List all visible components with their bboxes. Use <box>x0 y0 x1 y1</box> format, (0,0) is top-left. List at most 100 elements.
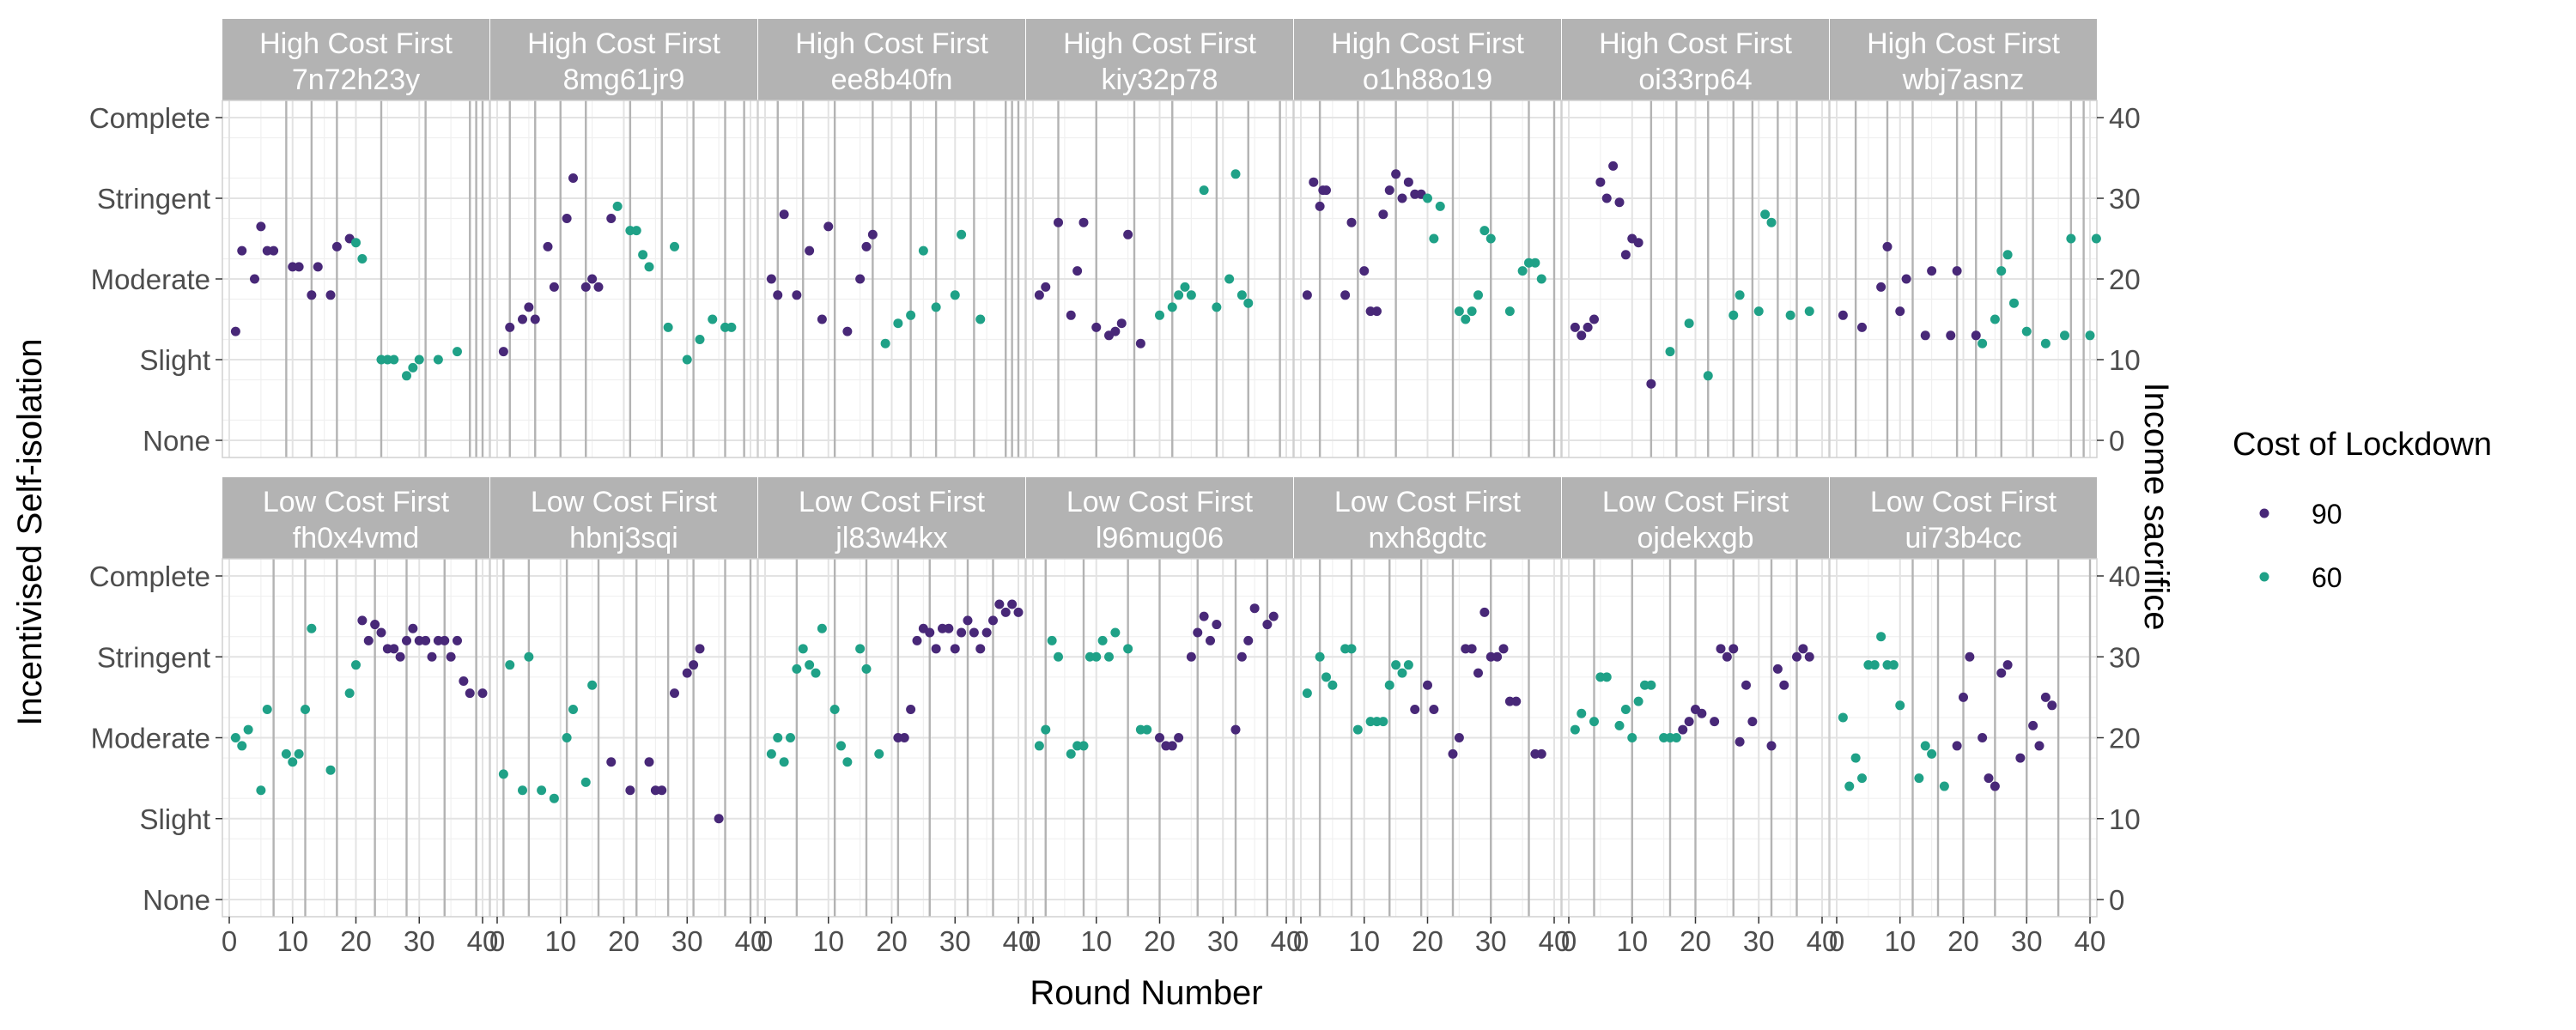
x-tick-label: 30 <box>939 925 971 957</box>
y-axis-label-left: Incentivised Self-isolation <box>11 338 49 725</box>
facet-strip-group-label: High Cost First <box>527 27 720 60</box>
x-tick-label: 40 <box>467 925 499 957</box>
data-point-90 <box>1167 741 1177 751</box>
data-point-60 <box>1167 302 1177 312</box>
data-point-60 <box>798 644 808 654</box>
data-point-60 <box>792 663 802 674</box>
data-point-60 <box>453 347 462 357</box>
data-point-90 <box>1577 330 1587 341</box>
data-point-90 <box>1072 266 1083 276</box>
data-point-60 <box>836 741 846 751</box>
facet-strip-group-label: Low Cost First <box>1066 486 1254 518</box>
data-point-90 <box>1384 185 1394 196</box>
data-point-90 <box>1243 635 1254 645</box>
data-point-60 <box>1391 660 1401 670</box>
y-tick-label-left: Slight <box>139 344 210 376</box>
data-point-90 <box>269 245 279 256</box>
data-point-90 <box>861 241 872 251</box>
data-point-90 <box>2034 741 2044 751</box>
facet-strip <box>490 19 757 100</box>
data-point-90 <box>587 274 598 284</box>
data-point-90 <box>1110 326 1121 336</box>
data-point-60 <box>975 314 986 324</box>
data-point-60 <box>1978 338 1988 348</box>
data-point-90 <box>1498 644 1509 654</box>
data-point-90 <box>465 688 475 699</box>
x-tick-label: 20 <box>1412 925 1443 957</box>
data-point-60 <box>262 705 272 715</box>
data-point-90 <box>1838 310 1848 320</box>
data-point-90 <box>370 620 380 630</box>
x-tick-label: 30 <box>1743 925 1775 957</box>
data-point-60 <box>1927 748 1937 759</box>
data-point-60 <box>325 765 336 775</box>
y-tick-label-left: Slight <box>139 803 210 835</box>
data-point-90 <box>1646 379 1656 389</box>
data-point-60 <box>1703 371 1713 381</box>
data-point-90 <box>376 627 386 638</box>
data-point-90 <box>925 627 935 638</box>
data-point-90 <box>1779 680 1789 690</box>
data-point-60 <box>389 354 399 365</box>
data-point-90 <box>1321 185 1331 196</box>
data-point-60 <box>931 302 941 312</box>
facet-strip-id-label: oi33rp64 <box>1638 64 1752 96</box>
data-point-90 <box>1901 274 1911 284</box>
facet-strip-id-label: jl83w4kx <box>835 522 947 554</box>
x-tick-label: 40 <box>1003 925 1035 957</box>
data-point-60 <box>842 757 853 767</box>
data-point-90 <box>644 757 654 767</box>
data-point-90 <box>975 644 986 654</box>
x-tick-label: 10 <box>812 925 844 957</box>
data-point-90 <box>805 245 815 256</box>
data-point-90 <box>867 229 878 239</box>
y-tick-label-right: 10 <box>2109 803 2141 835</box>
x-tick-label: 10 <box>1884 925 1916 957</box>
data-point-90 <box>1268 611 1279 621</box>
data-point-90 <box>580 282 591 292</box>
data-point-90 <box>440 635 450 645</box>
data-point-90 <box>1601 193 1612 203</box>
data-point-90 <box>1346 217 1357 227</box>
data-point-60 <box>670 241 679 251</box>
data-point-60 <box>1485 233 1496 244</box>
data-point-90 <box>1378 209 1388 220</box>
facet-strip-id-label: ee8b40fn <box>831 64 953 96</box>
data-point-90 <box>1583 322 1593 332</box>
data-point-90 <box>766 274 776 284</box>
data-point-90 <box>1728 644 1739 654</box>
data-point-60 <box>2002 250 2013 260</box>
data-point-90 <box>1193 627 1203 638</box>
facet-strip <box>1830 19 2097 100</box>
data-point-90 <box>1978 733 1988 742</box>
facet-strip-group-label: High Cost First <box>1063 27 1256 60</box>
data-point-90 <box>1965 651 1975 662</box>
data-point-60 <box>498 769 508 779</box>
data-point-90 <box>1309 177 1319 187</box>
panel-border <box>1025 100 1294 458</box>
data-point-60 <box>779 757 789 767</box>
data-point-60 <box>1876 632 1886 642</box>
data-point-90 <box>518 314 527 324</box>
data-point-90 <box>1971 330 1981 341</box>
facet-strip-group-label: High Cost First <box>1867 27 2060 60</box>
data-point-90 <box>1174 733 1184 742</box>
data-point-60 <box>243 724 253 735</box>
facet-strip-id-label: ui73b4cc <box>1905 522 2021 554</box>
data-point-60 <box>402 371 411 381</box>
data-point-60 <box>1996 266 2007 276</box>
x-tick-label: 30 <box>671 925 703 957</box>
data-point-60 <box>1728 310 1739 320</box>
data-point-60 <box>880 338 890 348</box>
data-point-90 <box>994 599 1005 609</box>
facet-strip <box>758 19 1025 100</box>
data-point-90 <box>1735 736 1745 747</box>
facet-strip <box>222 477 489 559</box>
data-point-90 <box>1511 696 1522 706</box>
data-point-60 <box>1110 627 1121 638</box>
data-point-90 <box>1091 322 1102 332</box>
data-point-90 <box>1747 717 1758 727</box>
x-axis-label: Round Number <box>1030 974 1262 1012</box>
